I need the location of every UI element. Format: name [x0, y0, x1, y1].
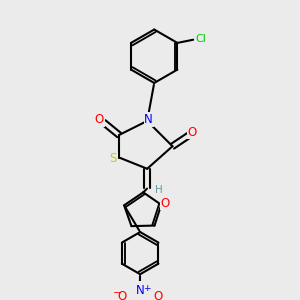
Text: S: S	[110, 152, 117, 165]
Text: O: O	[117, 290, 127, 300]
Text: O: O	[188, 126, 197, 139]
Text: O: O	[95, 113, 104, 126]
Text: N: N	[144, 113, 153, 126]
Text: O: O	[161, 197, 170, 210]
Text: +: +	[142, 284, 150, 293]
Text: Cl: Cl	[196, 34, 207, 44]
Text: H: H	[154, 185, 162, 195]
Text: −: −	[112, 288, 121, 298]
Text: O: O	[153, 290, 163, 300]
Text: N: N	[136, 284, 145, 297]
